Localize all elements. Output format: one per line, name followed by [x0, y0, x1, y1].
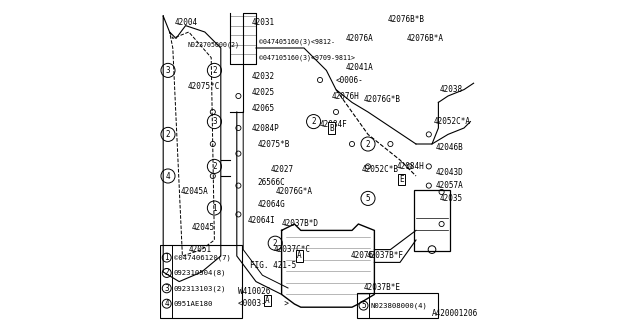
Text: 42037B*E: 42037B*E [364, 284, 400, 292]
Text: 42084H: 42084H [397, 162, 424, 171]
Text: 42076B*B: 42076B*B [387, 15, 424, 24]
Text: 26566C: 26566C [258, 178, 285, 187]
Text: A: A [297, 252, 301, 260]
Text: 2: 2 [164, 268, 169, 277]
Text: 42057A: 42057A [435, 181, 463, 190]
FancyBboxPatch shape [160, 245, 242, 318]
Text: 0951AE180: 0951AE180 [174, 301, 213, 307]
Text: 42025: 42025 [251, 88, 275, 97]
Text: 3: 3 [212, 117, 217, 126]
Text: 2: 2 [212, 162, 217, 171]
Text: 42076G*A: 42076G*A [275, 188, 312, 196]
Text: 42031: 42031 [251, 18, 275, 27]
Text: 42035: 42035 [440, 194, 463, 203]
Text: 42075*B: 42075*B [258, 140, 290, 148]
Text: 42045A: 42045A [180, 188, 208, 196]
Text: 42037B*F: 42037B*F [366, 252, 403, 260]
Text: 42004: 42004 [174, 18, 198, 27]
Text: A: A [265, 296, 269, 305]
Text: W410026: W410026 [239, 287, 271, 296]
Text: 3: 3 [164, 284, 169, 293]
Text: 5: 5 [365, 194, 371, 203]
Text: 42075*C: 42075*C [187, 82, 220, 91]
Text: ©047406120(7): ©047406120(7) [174, 254, 230, 261]
Text: 3: 3 [166, 66, 170, 75]
Text: 42065: 42065 [251, 104, 275, 113]
Text: 42064I: 42064I [248, 216, 276, 225]
Text: ©047105160(3)<9709-9811>: ©047105160(3)<9709-9811> [259, 54, 355, 61]
Text: 42027: 42027 [270, 165, 294, 174]
Text: 1: 1 [164, 253, 169, 262]
Text: 42041A: 42041A [346, 63, 373, 72]
Text: 42052C*B: 42052C*B [362, 165, 399, 174]
Text: 42043D: 42043D [435, 168, 463, 177]
Text: 42076B*A: 42076B*A [406, 34, 444, 43]
Text: 42076H: 42076H [332, 92, 359, 100]
Text: 42064G: 42064G [258, 200, 285, 209]
Text: 42038: 42038 [440, 85, 463, 94]
Text: 42052C*A: 42052C*A [434, 117, 470, 126]
Text: 42032: 42032 [251, 72, 275, 81]
Text: 1: 1 [212, 204, 217, 212]
Text: 42037B*D: 42037B*D [282, 220, 319, 228]
Text: A420001206: A420001206 [432, 309, 479, 318]
Text: 5: 5 [361, 301, 366, 310]
Text: 42037C*C: 42037C*C [274, 245, 310, 254]
Text: <0003-    >: <0003- > [239, 300, 289, 308]
Text: 2: 2 [166, 130, 170, 139]
Text: 42076: 42076 [351, 252, 374, 260]
Text: 2: 2 [212, 66, 217, 75]
Text: 092310504(8): 092310504(8) [174, 270, 227, 276]
Text: 2: 2 [311, 117, 316, 126]
FancyBboxPatch shape [357, 293, 438, 318]
Text: 092313103(2): 092313103(2) [174, 285, 227, 292]
Text: 4: 4 [166, 172, 170, 180]
Text: 42076A: 42076A [346, 34, 373, 43]
Text: 4: 4 [164, 299, 169, 308]
Text: N023705000(2): N023705000(2) [187, 42, 239, 48]
Text: 42076G*B: 42076G*B [364, 95, 400, 104]
Text: 42046B: 42046B [435, 143, 463, 152]
Text: 42084P: 42084P [251, 124, 279, 132]
Text: N023808000(4): N023808000(4) [371, 302, 428, 309]
Text: 2: 2 [365, 140, 371, 148]
Text: 42084F: 42084F [320, 120, 348, 129]
Text: <0006-: <0006- [336, 76, 364, 84]
Text: E: E [399, 175, 404, 184]
Text: ©047405160(3)<9812-: ©047405160(3)<9812- [259, 38, 335, 45]
FancyBboxPatch shape [415, 190, 450, 251]
Text: 2: 2 [273, 239, 278, 248]
Text: 42051: 42051 [188, 245, 211, 254]
Text: 42045: 42045 [192, 223, 215, 232]
Text: FIG. 421-5: FIG. 421-5 [250, 261, 296, 270]
Text: B: B [330, 124, 334, 132]
